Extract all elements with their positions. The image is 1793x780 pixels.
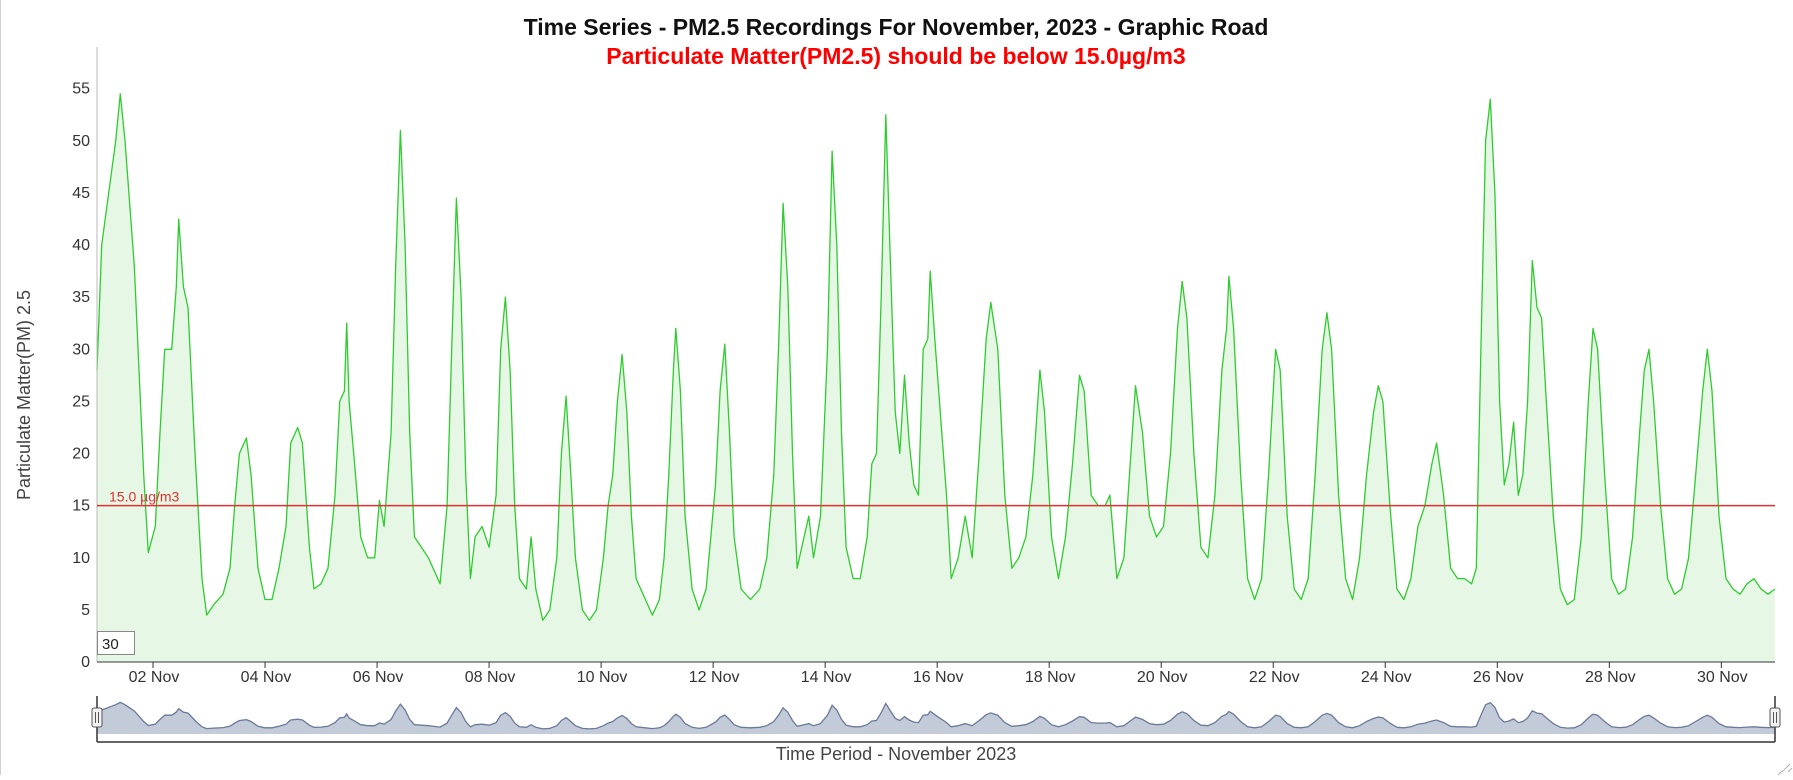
x-tick-label: 06 Nov (353, 669, 404, 686)
x-tick-label: 26 Nov (1473, 669, 1524, 686)
y-tick-label: 15 (72, 498, 90, 515)
threshold-label: 15.0 µg/m3 (109, 489, 180, 505)
y-axis: 0 5 10 15 20 25 30 35 40 45 50 55 (72, 47, 98, 671)
y-tick-label: 5 (81, 602, 90, 619)
y-tick-label: 50 (72, 133, 90, 150)
y-tick-label: 20 (72, 446, 90, 463)
chart-title: Time Series - PM2.5 Recordings For Novem… (524, 14, 1269, 40)
page-left-border (0, 0, 1, 775)
x-tick-label: 04 Nov (241, 669, 292, 686)
x-axis-label: Time Period - November 2023 (776, 744, 1016, 764)
x-tick-label: 08 Nov (465, 669, 516, 686)
x-tick-label: 18 Nov (1025, 669, 1076, 686)
x-tick-label: 28 Nov (1585, 669, 1636, 686)
navigator[interactable] (91, 696, 1793, 776)
resize-grip-icon[interactable] (1777, 763, 1793, 776)
x-tick-label: 12 Nov (689, 669, 740, 686)
navigator-area (97, 702, 1775, 734)
y-tick-label: 25 (72, 393, 90, 410)
y-tick-label: 45 (72, 185, 90, 202)
y-tick-label: 40 (72, 237, 90, 254)
chart-subtitle: Particulate Matter(PM2.5) should be belo… (606, 43, 1185, 69)
y-axis-label: Particulate Matter(PM) 2.5 (14, 290, 34, 500)
x-tick-label: 10 Nov (577, 669, 628, 686)
x-tick-label: 02 Nov (129, 669, 180, 686)
navigator-line (96, 701, 1776, 730)
series-area (97, 93, 1775, 662)
series-line (96, 93, 1776, 621)
navigator-right-handle[interactable] (1769, 707, 1781, 728)
x-tick-label: 16 Nov (913, 669, 964, 686)
y-tick-label: 30 (72, 341, 90, 358)
y-tick-label: 35 (72, 289, 90, 306)
threshold-layer: 15.0 µg/m3 (97, 489, 1775, 507)
y-tick-label: 10 (72, 550, 90, 567)
y-tick-label: 55 (72, 81, 90, 98)
plot-layer (96, 93, 1776, 662)
y-tick-label: 0 (81, 654, 90, 671)
x-tick-label: 14 Nov (801, 669, 852, 686)
x-tick-label: 30 Nov (1697, 669, 1748, 686)
x-tick-label: 22 Nov (1249, 669, 1300, 686)
x-axis: 02 Nov 04 Nov 06 Nov 08 Nov 10 Nov 12 Nov 14 N… (97, 661, 1775, 686)
window-size-input[interactable] (97, 631, 135, 655)
x-tick-label: 24 Nov (1361, 669, 1412, 686)
navigator-left-handle[interactable] (91, 707, 103, 728)
x-tick-label: 20 Nov (1137, 669, 1188, 686)
